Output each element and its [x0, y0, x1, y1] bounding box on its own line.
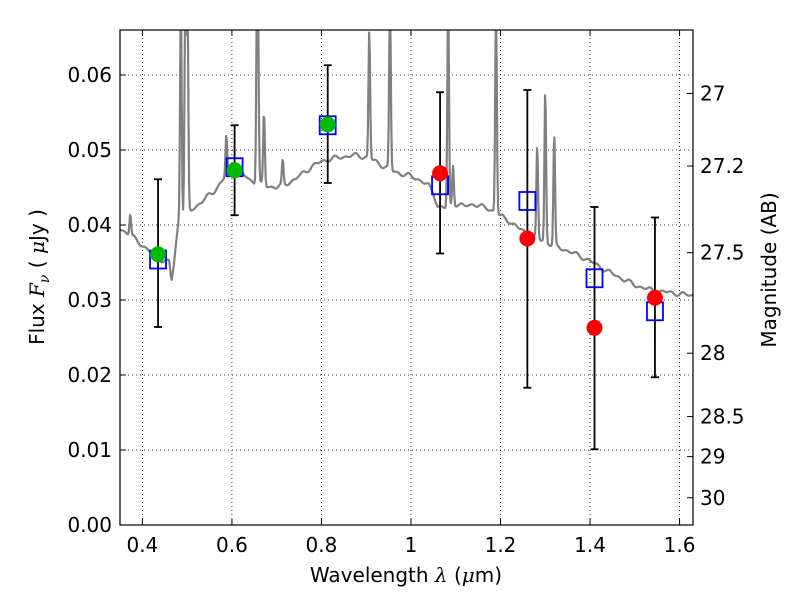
y2-tick-label: 28.5: [700, 405, 745, 429]
y-tick-label: 0.06: [67, 63, 112, 87]
green-data-point: [319, 116, 336, 133]
y-tick-label: 0.01: [67, 438, 112, 462]
error-bars: [154, 64, 659, 451]
data-points: [149, 115, 664, 336]
x-axis-ticks: 0.4 0.6 0.8 1 1.2 1.4 1.6: [126, 30, 695, 557]
red-data-point: [586, 319, 603, 336]
spectrum-line: [120, 30, 693, 298]
y-axis-title: Flux Fν ( μJy ): [25, 209, 53, 345]
green-data-point: [150, 246, 167, 263]
green-data-point: [226, 162, 243, 179]
y-axis-ticks: 0.00 0.01 0.02 0.03 0.04 0.05 0.06: [67, 63, 126, 537]
y-tick-label: 0.04: [67, 213, 112, 237]
y-tick-label: 0.00: [67, 513, 112, 537]
y-tick-label: 0.05: [67, 138, 112, 162]
x-tick-label: 1.2: [485, 533, 517, 557]
model-square-marker: [585, 268, 604, 289]
x-tick-label: 1.4: [574, 533, 606, 557]
red-data-point: [519, 230, 536, 247]
x-tick-label: 0.6: [216, 533, 248, 557]
x-tick-label: 0.8: [306, 533, 338, 557]
y2-axis-title: Magnitude (AB): [757, 192, 781, 347]
model-square-marker: [518, 191, 537, 211]
model-square-marker: [318, 115, 337, 136]
red-data-point: [432, 165, 449, 182]
y2-tick-label: 28: [700, 341, 725, 365]
red-data-point: [646, 289, 663, 306]
y-tick-label: 0.02: [67, 363, 112, 387]
x-tick-label: 0.4: [126, 533, 158, 557]
x-tick-label: 1.6: [664, 533, 696, 557]
y2-tick-label: 29: [700, 445, 725, 469]
grid: [120, 30, 693, 526]
model-spectrum: [120, 30, 693, 298]
plot-frame: [119, 29, 694, 526]
x-axis-title: Wavelength λ (μm): [310, 563, 502, 587]
y2-tick-label: 30: [700, 486, 725, 510]
x-tick-label: 1: [405, 533, 418, 557]
y2-tick-label: 27.2: [700, 154, 745, 178]
y-tick-label: 0.03: [67, 288, 112, 312]
y2-tick-label: 27.5: [700, 241, 745, 265]
y2-axis-ticks: 27 27.2 27.5 28 28.5 29 30: [687, 81, 745, 510]
y2-tick-label: 27: [700, 81, 725, 105]
